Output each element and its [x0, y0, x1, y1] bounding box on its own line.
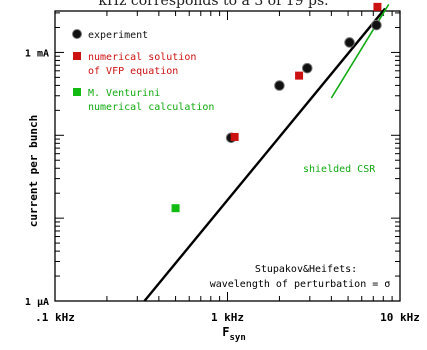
- x-axis-label-main: F: [222, 325, 229, 339]
- experiment-point: [301, 62, 313, 74]
- legend-marker: [73, 52, 81, 60]
- shielded-csr-line: [330, 3, 390, 99]
- perturbation-annotation: wavelength of perturbation = σ: [210, 279, 391, 290]
- y-tick-label: 1 mA: [25, 48, 49, 59]
- vfp-solution-point: [295, 71, 304, 80]
- legend-experiment-marker: [72, 29, 82, 39]
- vfp-solution-point: [373, 2, 382, 11]
- legend-marker: [73, 88, 81, 96]
- stupakov-heifets-annotation: Stupakov&Heifets:: [255, 264, 357, 275]
- caption-fragment: kHz corresponds to a 3 of 19 ps.: [98, 0, 329, 9]
- shielded-csr-annotation: shielded CSR: [303, 164, 376, 175]
- x-tick-label: .1 kHz: [35, 311, 75, 324]
- experiment-point: [274, 80, 285, 91]
- venturini-point: [171, 204, 180, 213]
- vfp-solution-point: [230, 132, 239, 141]
- legend-label: numerical calculation: [88, 102, 214, 113]
- legend-label: of VFP equation: [88, 66, 178, 77]
- y-tick-label: 1 µA: [25, 297, 49, 308]
- legend: experiment numerical solution of VFP equat…: [72, 29, 214, 113]
- line-layer: [143, 3, 390, 302]
- legend-label: experiment: [88, 30, 148, 41]
- experiment-point: [371, 19, 382, 31]
- x-axis-label-sub: syn: [229, 333, 245, 343]
- tick-layer: [55, 11, 400, 301]
- x-tick-label: 1 kHz: [211, 311, 244, 324]
- y-axis-label: current per bunch: [27, 115, 40, 228]
- x-tick-label: 10 kHz: [380, 311, 420, 324]
- x-axis-label: Fsyn: [222, 325, 246, 343]
- legend-label: numerical solution: [88, 52, 196, 63]
- tick-label-layer: .1 kHz 1 kHz 10 kHz 1 µA 1 mA: [25, 48, 420, 324]
- stupakov-heifets-line: [143, 7, 387, 302]
- point-layer: [171, 2, 382, 213]
- annotation-layer: shielded CSR Stupakov&Heifets: wavelength …: [210, 164, 391, 290]
- experiment-point: [344, 37, 355, 48]
- legend-label: M. Venturini: [88, 88, 160, 99]
